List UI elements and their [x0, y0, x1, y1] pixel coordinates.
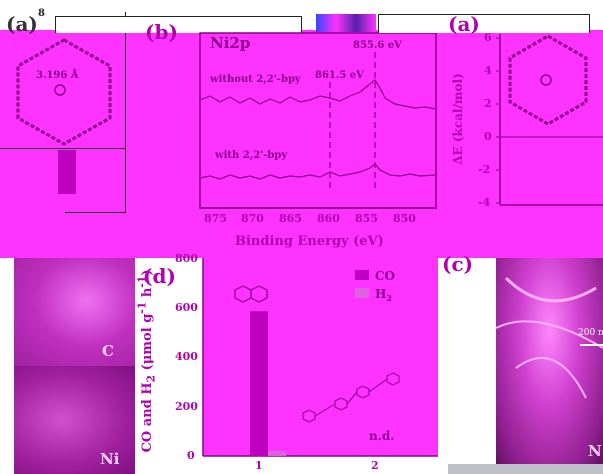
energy-ylabel: ΔE (kcal/mol): [450, 73, 465, 165]
map-c: [14, 258, 135, 366]
panel-c: (c) 200 nm N: [442, 252, 603, 474]
distance-label: 3.196 Å: [36, 69, 79, 81]
xps-title: Ni2p: [210, 34, 250, 52]
panel-a-right: (a) 6 4 2 0 -2 -4 ΔE (kcal/mol): [316, 0, 603, 258]
trace-top: [199, 79, 437, 110]
xps-plot: Ni2p 855.6 eV 861.5 eV without 2,2'-bpy …: [199, 32, 437, 209]
xps-xtick-865: 865: [279, 212, 302, 225]
molecule-hexagon-right: [508, 34, 588, 126]
panel-b-top-frame: [55, 16, 302, 33]
d-xtick-1: 1: [255, 459, 263, 472]
scale-bar: [580, 344, 603, 346]
xps-xlabel: Binding Energy (eV): [235, 234, 384, 249]
panel-a-right-top-frame: [378, 14, 590, 33]
map-c-label: C: [102, 342, 114, 360]
bars-group: [250, 311, 286, 456]
xps-xtick-860: 860: [317, 212, 340, 225]
d-ytick-400: 400: [175, 350, 198, 363]
trace-bottom-label: with 2,2'-bpy: [214, 150, 288, 161]
bar-h2-1: [268, 451, 286, 456]
panel-d: (d) CO and H2 (μmol g-1 h-1) CO H2 n.d. …: [135, 252, 448, 474]
energy-ytick-neg4: -4: [478, 196, 491, 209]
legend-h2-sub: 2: [386, 293, 392, 303]
nd-label: n.d.: [369, 429, 394, 443]
energy-ytick-4: 4: [484, 64, 492, 77]
scale-bar-label: 200 nm: [578, 328, 603, 338]
sem-bottom-strip: [448, 464, 603, 474]
panel-d-label: (d): [143, 264, 176, 288]
energy-ytick-2: 2: [484, 97, 492, 110]
xps-xtick-870: 870: [241, 212, 264, 225]
xps-xtick-855: 855: [355, 212, 378, 225]
panel-a-right-top-colorbar: [316, 14, 376, 32]
legend-co: CO: [375, 269, 395, 283]
xps-xtick-850: 850: [393, 212, 416, 225]
peak-label-861: 861.5 eV: [315, 70, 364, 81]
d-ytick-600: 600: [175, 301, 198, 314]
legend-h2-text: H: [375, 287, 386, 301]
panel-a-left-frame: [65, 12, 126, 213]
bipyridine-structure: [234, 285, 268, 303]
panel-b-background: [135, 30, 448, 258]
d-ytick-800: 800: [175, 252, 198, 265]
legend-co-swatch: [355, 270, 369, 280]
panel-a-left-background: [0, 30, 135, 258]
trace-top-label: without 2,2'-bpy: [209, 74, 302, 85]
panel-a-left-bar: [58, 150, 76, 194]
d-ytick-0: 0: [187, 449, 195, 462]
energy-ytick-neg2: -2: [478, 163, 491, 176]
panel-a-left-label: (a): [6, 12, 38, 36]
panel-a-right-label: (a): [448, 12, 480, 36]
sem-nanowires: [496, 276, 603, 399]
map-panel-left: C Ni: [0, 258, 135, 474]
map-ni: [14, 366, 135, 474]
panel-a-left: (a) 8 3.196 Å: [0, 0, 135, 258]
energy-ytick-0: 0: [484, 130, 492, 143]
peak-label-855: 855.6 eV: [353, 40, 402, 51]
sem-element-label: N: [588, 442, 602, 460]
legend-h2: H2: [375, 287, 392, 303]
map-ni-label: Ni: [100, 450, 120, 468]
panel-b-label: (b): [145, 20, 178, 44]
d-xtick-2: 2: [371, 459, 379, 472]
energy-ytick-6: 6: [484, 31, 492, 44]
panel-c-label: (c): [442, 252, 474, 276]
energy-plot: [496, 34, 603, 206]
linker-structure: [302, 372, 400, 423]
panel-b: (b) Ni2p 855.6 eV 861.5 eV without 2,2'-…: [55, 0, 448, 258]
molecule-hexagon-left: 3.196 Å: [16, 38, 112, 146]
bar-chart: CO H2 n.d.: [202, 258, 438, 457]
panel-a-right-background: [448, 30, 603, 258]
trace-bottom: [199, 163, 437, 180]
bar-co-1: [250, 311, 268, 456]
panel-a-left-hline: [0, 148, 125, 149]
legend-h2-swatch: [355, 288, 369, 298]
d-ytick-200: 200: [175, 400, 198, 413]
xps-xtick-875: 875: [204, 212, 227, 225]
panel-a-left-axis-top: 8: [38, 8, 45, 19]
